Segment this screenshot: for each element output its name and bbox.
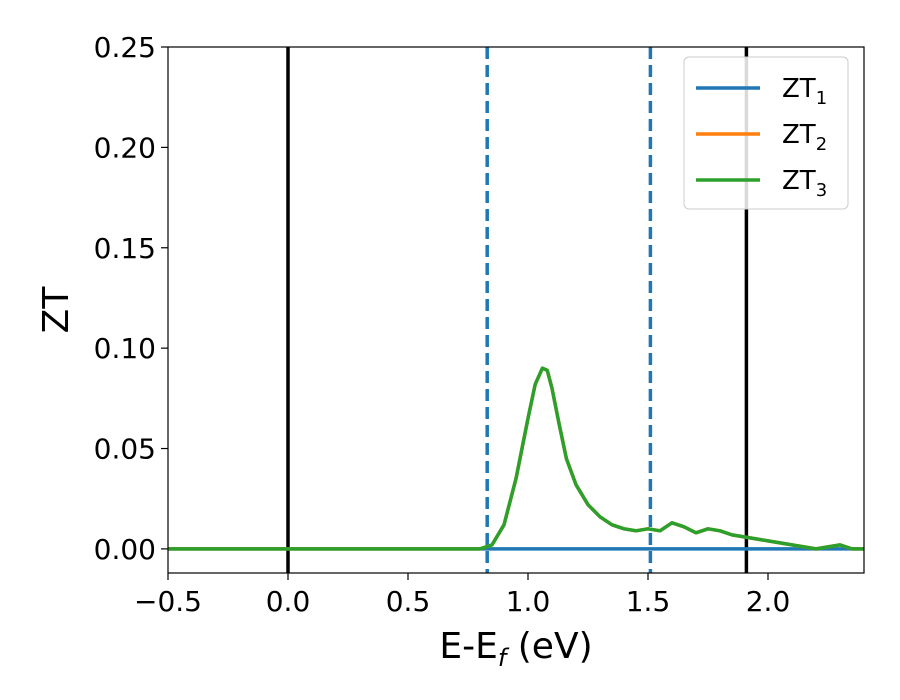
x-tick-label-0: −0.5	[134, 585, 202, 618]
legend-label-subscript-2: 2	[816, 134, 827, 155]
y-tick-label-5: 0.25	[94, 31, 156, 64]
x-tick-label-5: 2.0	[746, 585, 791, 618]
legend-label-subscript-3: 3	[816, 180, 827, 201]
y-tick-label-2: 0.10	[94, 332, 156, 365]
series-layer	[168, 366, 864, 551]
y-tick-label-4: 0.20	[94, 131, 156, 164]
series-line-3	[168, 366, 864, 551]
legend-label-main-2: ZT	[782, 120, 816, 150]
x-tick-label-4: 1.5	[626, 585, 671, 618]
legend-label-main-1: ZT	[782, 74, 816, 104]
y-axis-title: ZT	[36, 286, 77, 334]
plot-frame	[167, 46, 865, 574]
legend-box	[683, 56, 849, 210]
x-axis-title-main: E-E	[439, 626, 497, 667]
y-tick-label-3: 0.15	[94, 232, 156, 265]
legend-label-main-3: ZT	[782, 166, 816, 196]
y-axis: 0.00 0.05 0.10 0.15 0.20 0.25	[94, 31, 168, 566]
y-tick-label-0: 0.00	[94, 533, 156, 566]
x-tick-label-3: 1.0	[506, 585, 551, 618]
x-tick-label-1: 0.0	[266, 585, 311, 618]
legend-label-subscript-1: 1	[816, 88, 827, 109]
y-tick-label-1: 0.05	[94, 433, 156, 466]
x-axis-title-unit: (eV)	[506, 626, 592, 667]
x-axis: −0.5 0.0 0.5 1.0 1.5 2.0	[134, 573, 790, 618]
legend-label-2: ZT2	[782, 120, 827, 155]
x-tick-label-2: 0.5	[386, 585, 431, 618]
x-axis-title: E-Ef (eV)	[439, 626, 592, 672]
legend-label-1: ZT1	[782, 74, 827, 109]
legend-label-3: ZT3	[782, 166, 827, 201]
